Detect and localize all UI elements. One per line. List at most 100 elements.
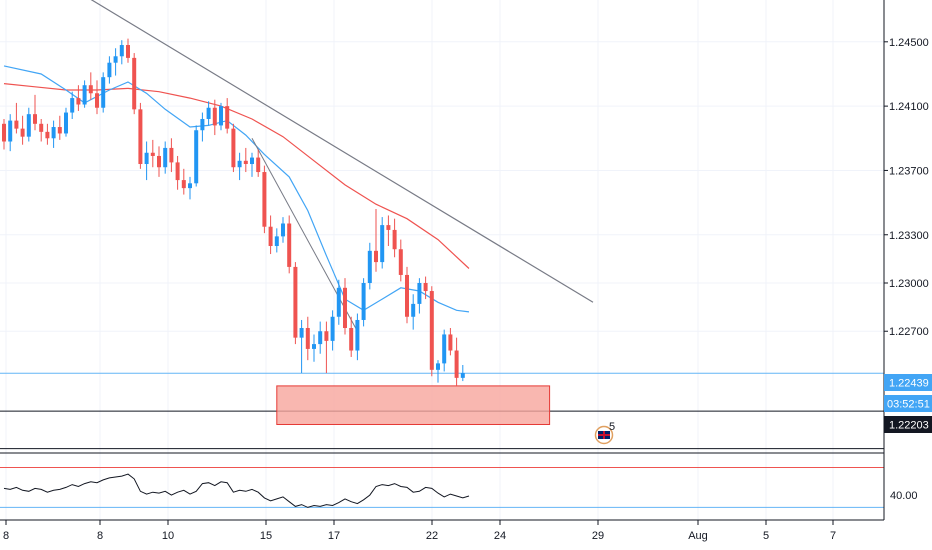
time-tick-label: 22	[426, 530, 438, 542]
candle-down	[374, 250, 378, 263]
rsi-pane	[0, 467, 884, 508]
candle-up	[417, 282, 422, 304]
candle-down	[20, 128, 25, 137]
candle-up	[200, 118, 205, 131]
countdown-tag-bg	[884, 395, 932, 412]
candle-up	[250, 157, 254, 165]
candlestick-series	[2, 38, 465, 386]
moving-average-slow	[3, 83, 470, 269]
candle-up	[330, 316, 335, 341]
price-tick-label: 1.24100	[889, 101, 929, 113]
candle-up	[312, 344, 316, 349]
time-tick-label: Aug	[688, 530, 708, 542]
candle-up	[64, 112, 68, 134]
candle-down	[57, 127, 62, 134]
candle-up	[188, 183, 192, 189]
last-price-tag-bg	[884, 374, 932, 391]
candle-up	[119, 45, 124, 57]
candle-down	[95, 93, 99, 108]
price-tick-label: 1.22700	[889, 326, 929, 338]
candle-up	[237, 160, 242, 168]
candle-down	[76, 98, 81, 105]
rsi-level-label: 40.00	[890, 490, 918, 502]
last-price-tag: 1.22439 03:52:51	[884, 374, 932, 412]
candle-up	[299, 328, 304, 338]
candle-down	[132, 57, 137, 110]
candle-down	[293, 266, 298, 338]
candle-down	[212, 107, 217, 126]
candle-up	[113, 56, 118, 63]
support-price-label: 1.22203	[889, 420, 929, 432]
candle-up	[219, 106, 223, 126]
candle-down	[423, 282, 428, 292]
countdown-label: 03:52:51	[887, 399, 930, 411]
candle-down	[405, 274, 409, 317]
time-tick-label: 15	[260, 530, 272, 542]
candle-up	[206, 107, 211, 119]
time-tick-label: 24	[494, 530, 506, 542]
candle-down	[2, 123, 6, 142]
candle-down	[305, 328, 310, 349]
last-price-label: 1.22439	[889, 378, 929, 390]
candle-down	[324, 331, 329, 341]
support-price-tag: 1.22203	[884, 416, 932, 433]
candle-down	[343, 287, 347, 329]
candle-down	[256, 157, 261, 173]
candle-up	[101, 77, 106, 108]
support-price-tag-bg	[884, 416, 932, 433]
price-tick-label: 1.24500	[889, 37, 929, 49]
time-tick-label: 8	[3, 530, 9, 542]
candle-up	[194, 130, 199, 184]
candle-down	[398, 249, 403, 275]
descending-trendline[interactable]	[41, 0, 594, 303]
time-tick-label: 8	[97, 530, 103, 542]
candle-up	[442, 334, 447, 364]
candle-down	[138, 109, 143, 165]
candle-down	[392, 229, 397, 250]
candle-down	[386, 225, 391, 230]
time-tick-label: 7	[830, 530, 836, 542]
candle-up	[51, 127, 56, 139]
time-tick-label: 29	[592, 530, 604, 542]
candle-up	[274, 236, 279, 247]
candle-up	[144, 152, 149, 165]
economic-event-marker[interactable]: 5	[594, 421, 616, 445]
candle-down	[454, 350, 459, 378]
candle-down	[268, 226, 273, 247]
candle-up	[460, 373, 465, 378]
candle-up	[281, 223, 285, 237]
price-tick-label: 1.23300	[889, 230, 929, 242]
candle-up	[318, 331, 323, 345]
candle-down	[448, 334, 453, 351]
time-tick-label: 17	[328, 530, 340, 542]
candle-down	[429, 291, 434, 370]
price-tick-label: 1.23000	[889, 278, 929, 290]
candle-down	[231, 128, 236, 168]
candle-up	[380, 225, 385, 263]
candle-down	[169, 147, 174, 163]
candle-up	[361, 282, 366, 320]
time-tick-label: 5	[763, 530, 769, 542]
candle-up	[107, 62, 112, 78]
candle-up	[355, 319, 360, 351]
candle-down	[243, 160, 248, 165]
candle-down	[175, 162, 180, 181]
candle-up	[82, 85, 87, 105]
candle-down	[181, 180, 186, 189]
candle-up	[8, 120, 13, 142]
candle-down	[225, 106, 230, 129]
candle-down	[150, 152, 155, 156]
price-tick-label: 1.23700	[889, 165, 929, 177]
grid	[0, 0, 884, 520]
candle-up	[436, 363, 440, 370]
rsi-line	[3, 473, 470, 508]
candle-up	[163, 147, 168, 168]
event-count: 5	[609, 421, 615, 433]
candle-down	[349, 328, 354, 351]
candle-up	[411, 303, 416, 317]
candle-down	[33, 114, 37, 124]
demand-zone-rectangle[interactable]	[276, 385, 551, 425]
drawings[interactable]	[0, 0, 884, 450]
